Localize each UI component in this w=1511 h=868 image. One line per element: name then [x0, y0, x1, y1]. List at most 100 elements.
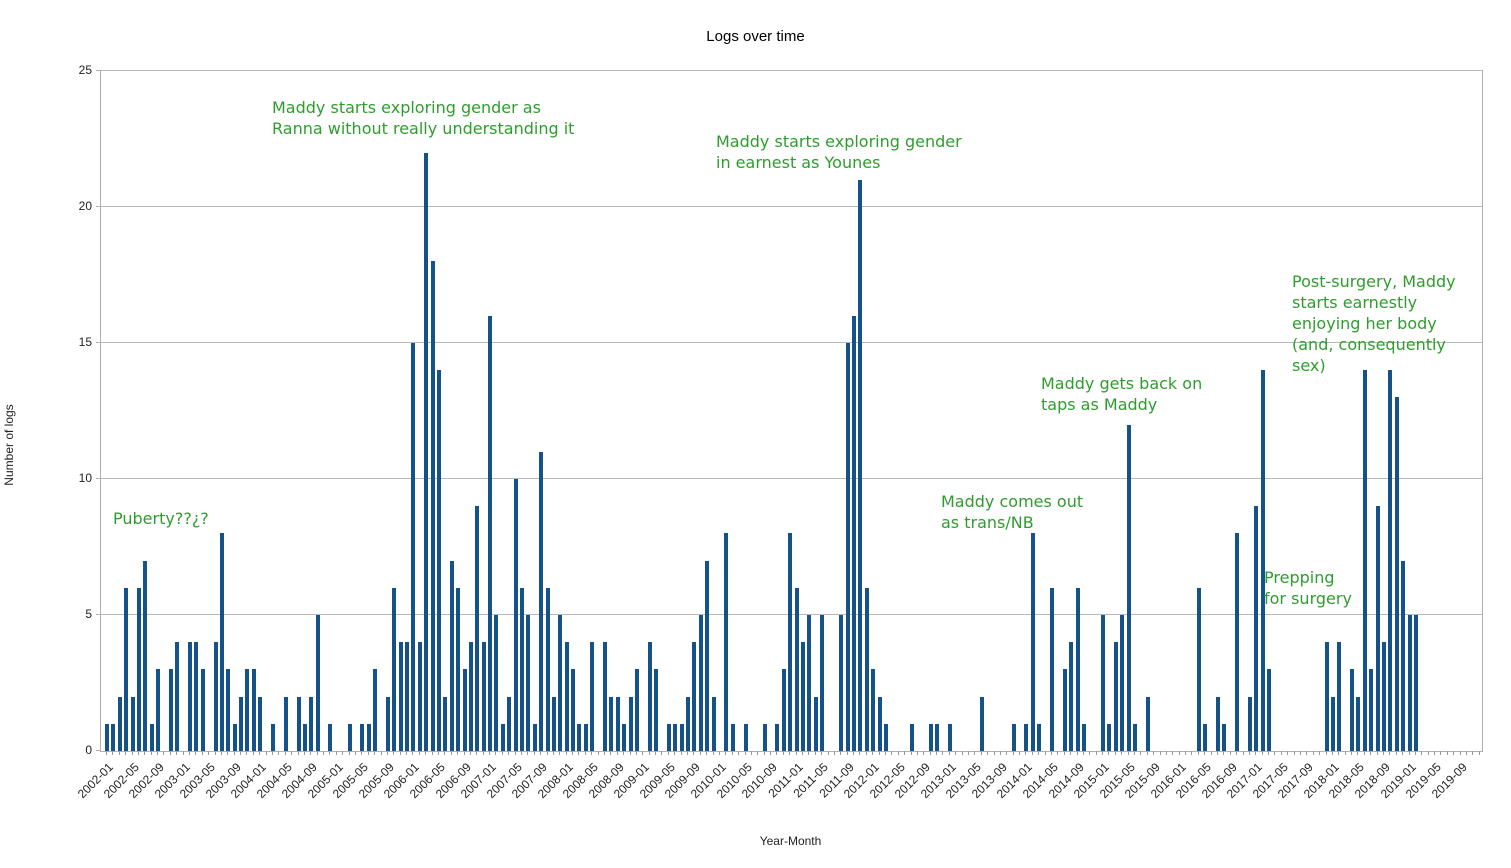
bar-2005-11 [398, 642, 403, 751]
x-axis-tick [374, 751, 376, 755]
x-axis-tick [291, 751, 293, 755]
bar-2008-11 [628, 696, 633, 751]
bar-2018-09 [1382, 642, 1386, 751]
x-axis-tick [1089, 751, 1091, 755]
bar-2009-08 [686, 696, 691, 751]
x-axis-tick [1204, 751, 1206, 755]
x-axis-tick [635, 751, 637, 755]
x-axis-tick [1012, 751, 1014, 755]
gridline-y-15 [101, 342, 1482, 343]
gridline-y-10 [101, 478, 1482, 479]
annotation-3: Maddy comes out as trans/NB [941, 492, 1084, 532]
x-axis-tick [572, 751, 574, 755]
x-axis-tick [214, 751, 216, 755]
y-axis-tick [96, 70, 100, 71]
x-axis-tick [693, 751, 695, 755]
x-axis-tick [891, 751, 893, 755]
bar-2018-05 [1356, 696, 1361, 751]
bar-2006-12 [481, 642, 486, 751]
x-axis-tick [789, 751, 791, 755]
x-axis-tick [604, 751, 606, 755]
x-axis-tick [833, 751, 835, 755]
x-axis-tick [501, 751, 503, 755]
bar-2005-07 [373, 669, 378, 751]
x-axis-tick [559, 751, 561, 755]
x-axis-tick [980, 751, 982, 755]
x-axis-tick [859, 751, 861, 755]
bar-2006-04 [430, 261, 435, 751]
bar-2011-05 [820, 615, 825, 751]
bar-2003-03 [194, 642, 199, 751]
x-axis-tick [1351, 751, 1353, 755]
bar-2003-10 [239, 696, 244, 751]
x-axis-tick [240, 751, 242, 755]
bar-2007-12 [558, 615, 563, 751]
x-axis-tick [750, 751, 752, 755]
bar-2017-02 [1260, 370, 1265, 751]
x-axis-tick [546, 751, 548, 755]
bar-2018-01 [1330, 696, 1335, 751]
bar-2006-09 [462, 669, 467, 751]
y-tick-label: 25 [78, 63, 92, 77]
bar-2018-08 [1375, 506, 1380, 751]
bar-2005-05 [360, 723, 365, 751]
x-axis-tick [272, 751, 273, 755]
x-axis-tick [1172, 751, 1174, 755]
x-axis-tick [323, 751, 325, 755]
x-axis-tick [865, 751, 867, 755]
bar-2015-08 [1145, 696, 1150, 751]
x-axis-tick [476, 751, 478, 755]
x-axis-tick [355, 751, 356, 755]
bar-2014-07 [1062, 669, 1067, 751]
x-axis-tick [1370, 751, 1372, 755]
x-axis-tick [1453, 751, 1455, 755]
x-axis-tick [974, 751, 976, 755]
bar-2016-07 [1215, 696, 1220, 751]
bar-2015-03 [1113, 642, 1118, 751]
x-axis-tick [137, 751, 139, 755]
x-axis-tick [342, 751, 344, 755]
x-axis-tick [1331, 751, 1333, 755]
bar-2004-08 [302, 723, 307, 751]
bar-2010-08 [762, 723, 767, 751]
x-axis-tick [744, 751, 746, 755]
x-axis-tick [987, 751, 989, 755]
bar-2012-07 [909, 723, 914, 751]
bar-2004-07 [296, 696, 301, 751]
x-axis-tick [680, 751, 682, 755]
x-axis-tick [648, 751, 650, 755]
x-axis-tick [1440, 751, 1442, 755]
x-axis-tick [189, 751, 190, 755]
x-axis-tick [527, 751, 529, 755]
x-axis-tick [118, 751, 120, 755]
x-axis-tick [176, 751, 178, 755]
y-tick-label: 5 [85, 607, 92, 621]
x-axis-tick [814, 751, 816, 755]
y-axis-title: Number of logs [2, 404, 16, 486]
bar-2005-12 [405, 642, 410, 751]
bar-2010-05 [743, 723, 748, 751]
y-tick-label: 15 [78, 335, 92, 349]
bar-2016-05 [1203, 723, 1208, 751]
x-axis-tick [329, 751, 331, 755]
x-axis-tick [431, 751, 433, 755]
x-axis-tick [482, 751, 484, 755]
bar-2011-11 [858, 179, 863, 751]
y-tick-label: 20 [78, 199, 92, 213]
bar-2018-04 [1350, 669, 1355, 751]
x-axis-tick [776, 751, 778, 755]
x-axis-tick [565, 751, 567, 755]
bar-2008-12 [634, 669, 639, 751]
x-axis-tick [1114, 751, 1116, 755]
x-axis-tick [393, 751, 395, 755]
x-axis-tick [1306, 751, 1308, 755]
bar-2002-02 [111, 723, 116, 751]
x-axis-tick [1159, 751, 1161, 755]
x-axis-tick [1019, 751, 1021, 755]
bar-2009-03 [654, 669, 659, 751]
bar-2009-09 [692, 642, 697, 751]
x-axis-tick [380, 751, 382, 755]
x-axis-tick [999, 751, 1001, 755]
x-axis-tick [406, 751, 408, 755]
x-axis-tick [967, 751, 969, 755]
